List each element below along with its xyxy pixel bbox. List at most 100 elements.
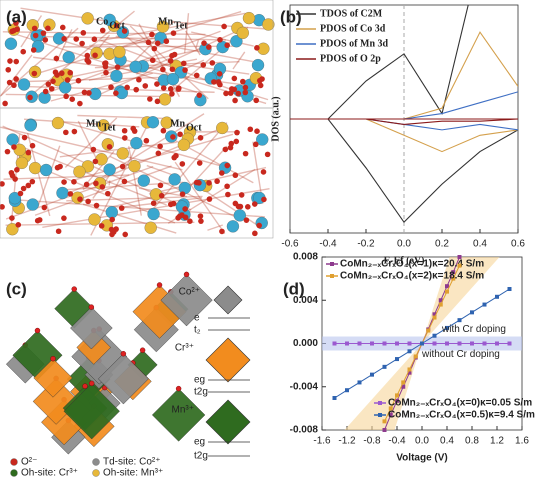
- point: [345, 341, 349, 346]
- atom: [119, 163, 126, 170]
- x-tick-label: 0.0: [415, 436, 429, 447]
- atom: [102, 60, 108, 67]
- bond: [115, 35, 254, 63]
- atom: [20, 48, 27, 55]
- atom: [42, 37, 49, 43]
- atom: [129, 60, 142, 73]
- atom: [9, 28, 15, 35]
- point: [345, 388, 349, 393]
- atom: [219, 228, 225, 235]
- oxygen: [120, 351, 127, 357]
- x-tick-label: 0.4: [473, 239, 487, 250]
- x-tick-label: 0.6: [511, 239, 525, 250]
- x-tick-label: 1.6: [515, 436, 529, 447]
- atom: [40, 30, 47, 36]
- panel-label: (c): [6, 279, 27, 298]
- point: [407, 367, 412, 372]
- point: [432, 341, 437, 346]
- atom: [196, 180, 202, 186]
- atom: [156, 20, 170, 33]
- legend-dot: [92, 458, 100, 466]
- atom: [122, 231, 129, 238]
- atom: [193, 72, 200, 79]
- atom: [168, 173, 181, 186]
- atom: [6, 133, 19, 146]
- atom: [31, 70, 38, 77]
- point: [401, 384, 406, 389]
- bond: [24, 118, 140, 128]
- atom: [166, 73, 180, 86]
- atom: [45, 81, 52, 87]
- legend-dot: [10, 458, 18, 466]
- atom: [98, 223, 105, 229]
- atom: [243, 217, 250, 223]
- y-tick-label: -0.004: [290, 381, 319, 392]
- atom: [234, 129, 240, 136]
- atom: [121, 127, 128, 134]
- atom: [15, 156, 29, 170]
- bond: [232, 51, 246, 70]
- x-axis-label: Voltage (V): [396, 453, 447, 464]
- level-label: eg: [194, 437, 205, 448]
- legend-label: Oh-site: Cr³⁺: [21, 468, 78, 479]
- atom: [143, 137, 150, 144]
- atom: [86, 90, 92, 96]
- level-label: t2g: [194, 451, 208, 462]
- legend-label: TDOS of C2M: [320, 8, 383, 19]
- bond: [41, 35, 227, 41]
- point: [432, 333, 437, 338]
- bond: [0, 54, 33, 97]
- level-label: eg: [194, 375, 205, 386]
- legend-label: CoMn₂₋ₓCrₓO₄(x=0.5)κ=9.4 S/m: [388, 410, 535, 421]
- atom: [231, 86, 238, 93]
- atom: [124, 84, 130, 91]
- legend-label: PDOS of O 2p: [320, 53, 381, 64]
- atom: [217, 37, 223, 43]
- atom: [137, 174, 150, 187]
- atom: [144, 221, 157, 234]
- atom: [21, 134, 28, 141]
- atom: [206, 180, 212, 186]
- oxygen: [156, 282, 163, 288]
- site-element: Mn: [170, 118, 185, 129]
- bond: [109, 189, 183, 209]
- point: [370, 341, 374, 346]
- atom: [62, 51, 75, 64]
- atom: [84, 52, 91, 59]
- atom: [233, 209, 246, 222]
- atom: [197, 134, 204, 141]
- atom: [216, 71, 223, 77]
- atom: [11, 144, 17, 150]
- atom: [257, 82, 264, 89]
- atom: [167, 86, 174, 92]
- atom: [154, 98, 161, 105]
- atom: [67, 69, 74, 76]
- atom: [170, 30, 177, 36]
- atom: [26, 198, 39, 211]
- polyhedron: [32, 378, 80, 425]
- bond: [184, 59, 205, 70]
- atom: [81, 12, 94, 25]
- point: [382, 341, 387, 346]
- x-tick-label: 0.8: [465, 436, 479, 447]
- atom: [108, 226, 115, 233]
- atom: [216, 121, 229, 135]
- atom: [226, 220, 240, 233]
- atom: [240, 78, 246, 85]
- point: [495, 341, 499, 346]
- x-tick-label: -0.4: [319, 239, 337, 250]
- polyhedron: [70, 306, 113, 350]
- oxygen: [183, 271, 190, 278]
- bond: [20, 15, 43, 48]
- atom: [149, 31, 155, 38]
- atom: [105, 206, 118, 219]
- atom: [160, 85, 167, 91]
- atom: [113, 226, 119, 232]
- atom: [8, 192, 21, 205]
- atom: [64, 77, 71, 83]
- bond: [174, 161, 226, 235]
- atom: [133, 86, 140, 93]
- atom: [8, 169, 15, 176]
- bond: [183, 13, 190, 53]
- atom: [157, 182, 164, 189]
